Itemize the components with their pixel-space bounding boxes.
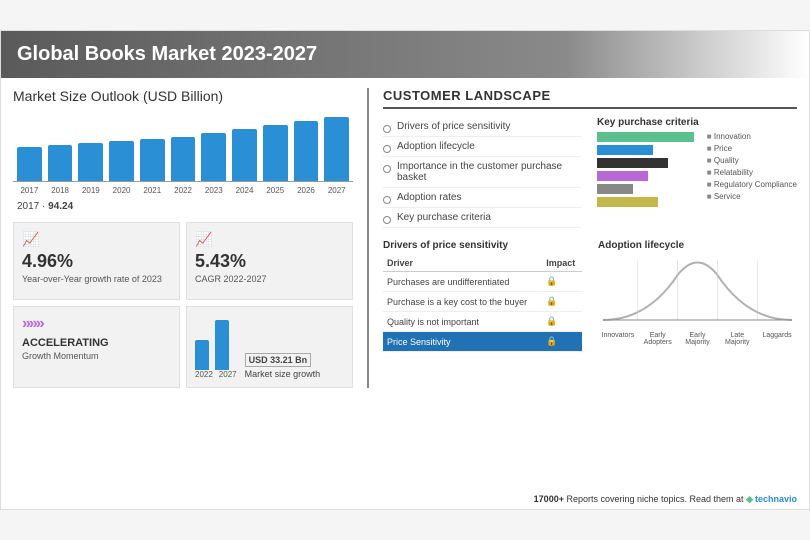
bullet-item: Drivers of price sensitivity — [383, 117, 581, 137]
left-panel: Market Size Outlook (USD Billion) 201720… — [13, 88, 353, 388]
growth-amount: USD 33.21 Bn — [245, 353, 312, 367]
table-row: Purchases are undifferentiated🔒 — [383, 272, 582, 292]
criteria-bars — [597, 132, 699, 207]
lock-icon: 🔒 — [542, 292, 582, 312]
technavio-logo: technavio — [746, 494, 797, 504]
growth-card: 20222027 USD 33.21 Bn Market size growth — [186, 306, 353, 388]
growth-label: Market size growth — [245, 369, 321, 379]
lifecycle-bell-curve: InnovatorsEarly AdoptersEarly MajorityLa… — [598, 255, 797, 345]
header: Global Books Market 2023-2027 — [1, 31, 809, 78]
table-row: Purchase is a key cost to the buyer🔒 — [383, 292, 582, 312]
lifecycle-title: Adoption lifecycle — [598, 240, 797, 251]
price-sensitivity-row: Price Sensitivity🔒 — [383, 332, 582, 352]
drivers-block: Drivers of price sensitivity DriverImpac… — [383, 240, 582, 352]
drivers-table: DriverImpact Purchases are undifferentia… — [383, 255, 582, 352]
growth-bars — [195, 315, 237, 370]
yoy-value: 4.96% — [22, 251, 171, 272]
market-size-barchart — [13, 112, 353, 182]
bullet-item: Adoption lifecycle — [383, 137, 581, 157]
landscape-bullets: Drivers of price sensitivityAdoption lif… — [383, 117, 581, 228]
accelerating-icon: »»» — [22, 315, 171, 333]
bullet-item: Importance in the customer purchase bask… — [383, 157, 581, 188]
bullet-item: Adoption rates — [383, 188, 581, 208]
reference-value: 201794.24 — [13, 201, 353, 212]
momentum-card: »»» ACCELERATING Growth Momentum — [13, 306, 180, 388]
yoy-label: Year-over-Year growth rate of 2023 — [22, 274, 171, 285]
drivers-title: Drivers of price sensitivity — [383, 240, 582, 251]
momentum-title: ACCELERATING — [22, 337, 171, 349]
criteria-block: Key purchase criteria InnovationPriceQua… — [597, 117, 797, 228]
growth-icon: 📈 — [195, 231, 212, 247]
criteria-legend: InnovationPriceQualityRelatabilityRegula… — [707, 132, 797, 207]
outlook-subtitle: Market Size Outlook (USD Billion) — [13, 88, 353, 104]
footer: 17000+ Reports covering niche topics. Re… — [534, 494, 797, 505]
lock-icon: 🔒 — [542, 332, 582, 352]
lifecycle-block: Adoption lifecycle InnovatorsEarly Adopt… — [598, 240, 797, 352]
cagr-label: CAGR 2022-2027 — [195, 274, 344, 285]
criteria-title: Key purchase criteria — [597, 117, 797, 128]
lock-icon: 🔒 — [542, 272, 582, 292]
landscape-title: CUSTOMER LANDSCAPE — [383, 88, 797, 109]
growth-icon: 📈 — [22, 231, 39, 247]
yoy-card: 📈 4.96% Year-over-Year growth rate of 20… — [13, 222, 180, 300]
cagr-card: 📈 5.43% CAGR 2022-2027 — [186, 222, 353, 300]
page-title: Global Books Market 2023-2027 — [17, 43, 793, 66]
bullet-item: Key purchase criteria — [383, 208, 581, 228]
barchart-year-labels: 2017201820192020202120222023202420252026… — [13, 186, 353, 195]
lock-icon: 🔒 — [542, 312, 582, 332]
cagr-value: 5.43% — [195, 251, 344, 272]
table-row: Quality is not important🔒 — [383, 312, 582, 332]
momentum-label: Growth Momentum — [22, 351, 171, 362]
right-panel: CUSTOMER LANDSCAPE Drivers of price sens… — [367, 88, 797, 388]
